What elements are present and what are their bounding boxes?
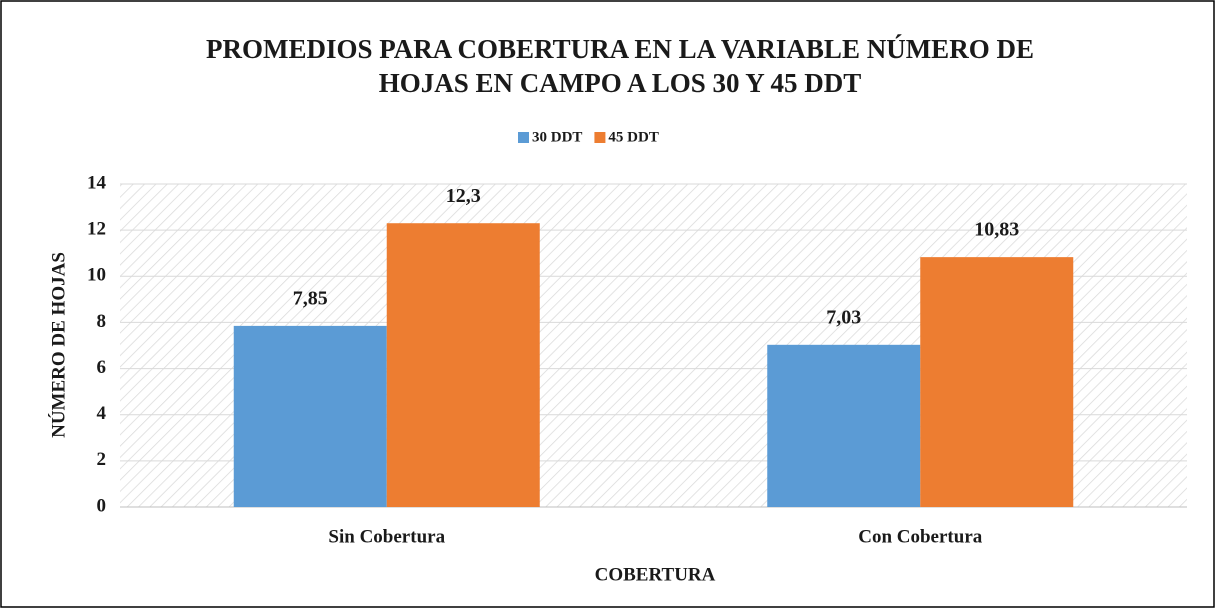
legend-swatch bbox=[518, 132, 529, 143]
x-tick-label: Sin Cobertura bbox=[328, 526, 445, 547]
data-label: 12,3 bbox=[446, 185, 481, 207]
data-label: 10,83 bbox=[974, 219, 1019, 241]
legend-swatch bbox=[594, 132, 606, 143]
legend-label: 30 DDT bbox=[532, 129, 582, 145]
y-tick-label: 4 bbox=[97, 403, 107, 424]
x-tick-label: Con Cobertura bbox=[858, 526, 983, 547]
data-label: 7,85 bbox=[293, 287, 328, 309]
y-axis-label: NÚMERO DE HOJAS bbox=[47, 252, 69, 438]
bar bbox=[233, 325, 387, 507]
y-tick-label: 8 bbox=[97, 311, 107, 332]
y-tick-label: 12 bbox=[87, 219, 106, 240]
chart-title: HOJAS EN CAMPO A LOS 30 Y 45 DDT bbox=[379, 68, 862, 98]
legend-label: 45 DDT bbox=[608, 129, 658, 145]
y-tick-label: 10 bbox=[87, 265, 106, 286]
bar bbox=[920, 257, 1074, 507]
chart-title: PROMEDIOS PARA COBERTURA EN LA VARIABLE … bbox=[206, 34, 1034, 64]
y-tick-label: 0 bbox=[97, 495, 107, 516]
x-axis-label: COBERTURA bbox=[595, 564, 716, 585]
data-label: 7,03 bbox=[826, 306, 861, 328]
bar bbox=[386, 223, 540, 507]
bar bbox=[767, 344, 921, 507]
y-tick-label: 14 bbox=[87, 172, 107, 193]
y-tick-label: 6 bbox=[97, 357, 107, 378]
y-tick-label: 2 bbox=[97, 449, 107, 470]
